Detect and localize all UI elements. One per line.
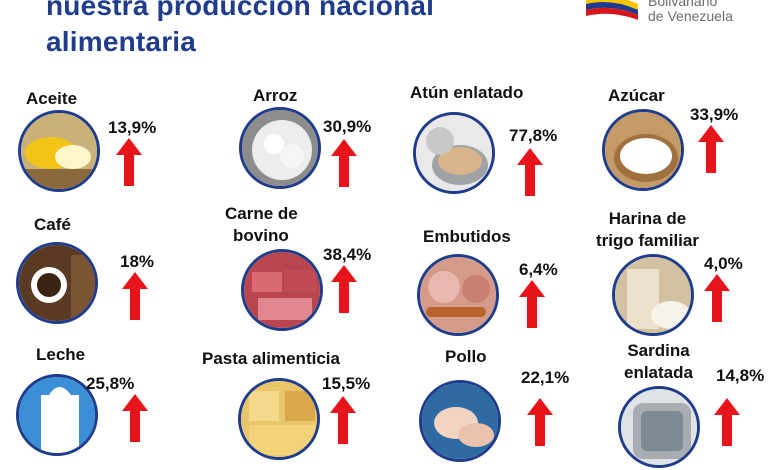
item-value: 33,9% <box>690 105 739 124</box>
sardina-enlatada-image <box>618 386 700 468</box>
item-label: Sardina enlatada <box>624 340 693 384</box>
item-value: 15,5% <box>322 374 371 393</box>
item-harina-de-trigo: Harina de trigo familiar 4,0% <box>596 208 780 336</box>
item-value: 25,8% <box>86 374 135 393</box>
cafe-image <box>16 242 98 324</box>
item-aceite: Aceite 13,9% <box>12 88 207 213</box>
up-arrow-icon <box>122 394 148 442</box>
item-label-line-2: enlatada <box>624 363 693 382</box>
item-label: Pollo <box>445 347 487 366</box>
up-arrow-icon <box>122 272 148 320</box>
arroz-image <box>239 107 321 189</box>
item-azucar: Azúcar 33,9% <box>596 85 780 210</box>
up-arrow-icon <box>330 396 356 444</box>
item-label: Pasta alimenticia <box>202 349 340 368</box>
leche-image <box>16 374 98 456</box>
page-title: nuestra producción nacional alimentaria <box>46 0 434 60</box>
item-embutidos: Embutidos 6,4% <box>405 226 600 351</box>
item-cafe: Café 18% <box>12 214 207 339</box>
item-label-line-2: bovino <box>233 226 289 245</box>
atun-enlatado-image <box>413 112 495 194</box>
up-arrow-icon <box>704 274 730 322</box>
item-sardina-enlatada: Sardina enlatada 14,8% <box>596 340 780 468</box>
item-label: Leche <box>36 345 86 364</box>
item-value: 38,4% <box>323 245 372 264</box>
up-arrow-icon <box>527 398 553 446</box>
harina-de-trigo-image <box>612 254 694 336</box>
title-line-1: nuestra producción nacional <box>46 0 435 21</box>
item-value: 14,8% <box>716 366 765 385</box>
logo-line-1: Bolivariano <box>648 0 718 9</box>
up-arrow-icon <box>698 125 724 173</box>
item-label: Aceite <box>26 89 78 108</box>
pollo-image <box>419 380 501 462</box>
item-value: 6,4% <box>519 260 558 279</box>
item-carne-de-bovino: Carne de bovino 38,4% <box>225 203 420 331</box>
item-label-line-1: Harina de <box>608 209 687 228</box>
aceite-image <box>18 110 100 192</box>
logo-line-2: de Venezuela <box>648 8 733 24</box>
item-value: 30,9% <box>323 117 372 136</box>
item-value: 13,9% <box>108 118 157 137</box>
item-label-line-1: Carne de <box>225 204 298 223</box>
item-label: Harina de trigo familiar <box>596 208 699 252</box>
item-value: 22,1% <box>521 368 570 387</box>
azucar-image <box>602 109 684 191</box>
item-pollo: Pollo 22,1% <box>405 346 600 470</box>
embutidos-image <box>417 254 499 336</box>
flag-ribbon-icon <box>586 0 638 20</box>
item-value: 4,0% <box>704 254 743 273</box>
item-label-line-1: Sardina <box>627 341 690 360</box>
up-arrow-icon <box>331 139 357 187</box>
item-label-line-2: trigo familiar <box>596 231 699 250</box>
up-arrow-icon <box>331 265 357 313</box>
item-label: Azúcar <box>608 86 665 105</box>
item-pasta-alimenticia: Pasta alimenticia 15,5% <box>200 348 395 470</box>
item-arroz: Arroz 30,9% <box>225 85 420 210</box>
item-label: Atún enlatado <box>410 83 524 102</box>
item-label: Carne de bovino <box>225 203 298 247</box>
item-value: 77,8% <box>509 126 558 145</box>
up-arrow-icon <box>116 138 142 186</box>
title-line-2: alimentaria <box>46 26 197 57</box>
item-atun-enlatado: Atún enlatado 77,8% <box>405 82 600 207</box>
item-label: Café <box>34 215 71 234</box>
item-label: Embutidos <box>423 227 511 246</box>
up-arrow-icon <box>517 148 543 196</box>
up-arrow-icon <box>714 398 740 446</box>
pasta-alimenticia-image <box>238 378 320 460</box>
item-leche: Leche 25,8% <box>12 344 207 469</box>
item-label: Arroz <box>253 86 298 105</box>
up-arrow-icon <box>519 280 545 328</box>
government-logo: Bolivariano de Venezuela <box>582 0 780 26</box>
carne-de-bovino-image <box>241 249 323 331</box>
item-value: 18% <box>120 252 155 271</box>
